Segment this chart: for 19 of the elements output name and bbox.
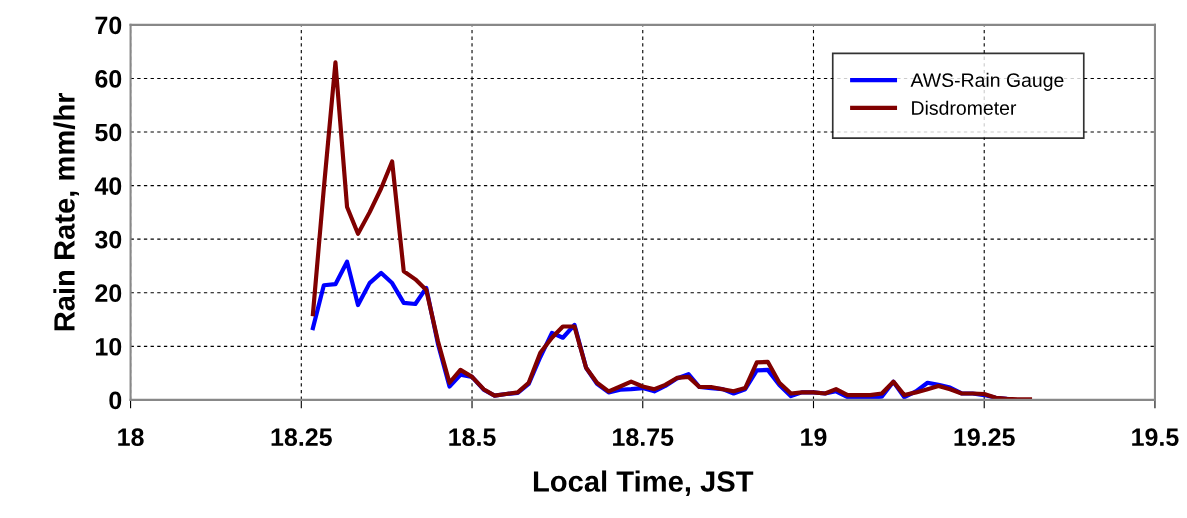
x-tick-label: 19.5 — [1132, 428, 1179, 447]
y-tick-label: 50 — [95, 123, 122, 142]
legend-label: AWS-Rain Gauge — [910, 72, 1064, 91]
y-tick-label: 70 — [95, 16, 122, 35]
x-tick-label: 18.5 — [449, 428, 496, 447]
y-tick-label: 20 — [95, 284, 122, 303]
x-tick-label: 18 — [118, 428, 144, 447]
x-tick-label: 19 — [801, 428, 827, 447]
y-tick-label: 10 — [96, 337, 122, 356]
x-tick-label: 18.25 — [271, 428, 332, 447]
y-tick-label: 30 — [95, 230, 122, 249]
x-axis-title: Local Time, JST — [533, 470, 754, 497]
y-tick-label: 0 — [109, 391, 122, 410]
x-tick-label: 19.25 — [954, 428, 1015, 447]
x-tick-label: 18.75 — [613, 428, 674, 447]
y-tick-label: 60 — [95, 70, 122, 88]
legend-label: Disdrometer — [912, 100, 1017, 115]
y-tick-label: 40 — [94, 177, 122, 195]
y-axis-title: Rain Rate, mm/hr — [53, 92, 80, 331]
